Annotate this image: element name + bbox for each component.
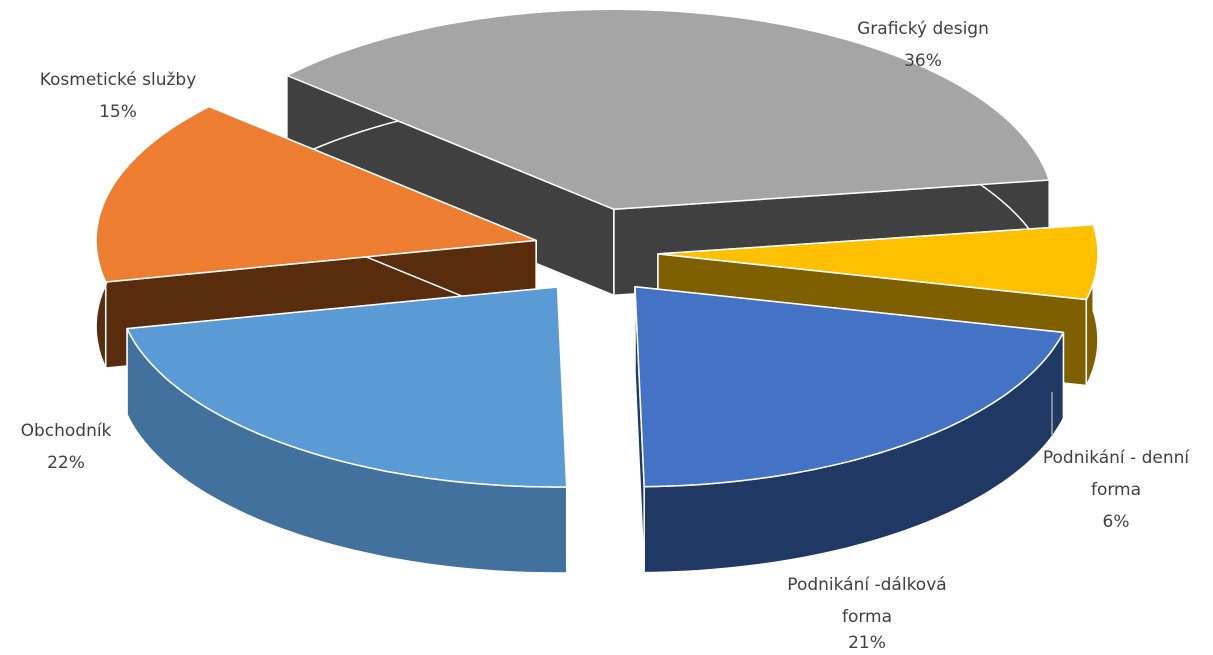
slice-label-podnikani-dalkova-line2: forma xyxy=(842,607,892,627)
label-kosmeticke-sluzby: Kosmetické služby 15% xyxy=(40,70,197,122)
slice-top-kosmeticke-sluzby xyxy=(95,105,537,283)
slice-percent-podnikani-dalkova: 21% xyxy=(848,633,886,653)
slice-label-podnikani-denni-line1: Podnikání - denní xyxy=(1043,448,1191,468)
slice-top-graficky-design xyxy=(286,8,1050,211)
slice-label-podnikani-dalkova-line1: Podnikání -dálková xyxy=(787,575,946,595)
slice-top-obchodnik xyxy=(126,286,568,488)
pie-slice-obchodnik xyxy=(126,286,568,574)
pie-slices xyxy=(95,8,1099,574)
label-podnikani-denni: Podnikání - denní forma 6% xyxy=(1043,448,1191,532)
label-podnikani-dalkova: Podnikání -dálková forma 21% xyxy=(787,575,946,653)
slice-top-podnikani-dalkova-forma xyxy=(634,285,1065,488)
slice-label-podnikani-denni-line2: forma xyxy=(1091,480,1141,500)
slice-label-grafick-design: Grafický design xyxy=(857,19,989,39)
label-grafick-design: Grafický design 36% xyxy=(857,19,989,71)
slice-top-podnikani-denni-forma xyxy=(657,223,1099,301)
pie-slice-podnikani-dalkova-forma xyxy=(634,285,1065,574)
slice-percent-obchodnik: 22% xyxy=(47,453,85,473)
slice-percent-grafick-design: 36% xyxy=(904,51,942,71)
slice-label-kosmeticke-sluzby: Kosmetické služby xyxy=(40,70,197,90)
slice-percent-podnikani-denni: 6% xyxy=(1103,512,1130,532)
label-obchodnik: Obchodník 22% xyxy=(21,421,112,473)
slice-label-obchodnik: Obchodník xyxy=(21,421,112,441)
slice-percent-kosmeticke-sluzby: 15% xyxy=(99,102,137,122)
